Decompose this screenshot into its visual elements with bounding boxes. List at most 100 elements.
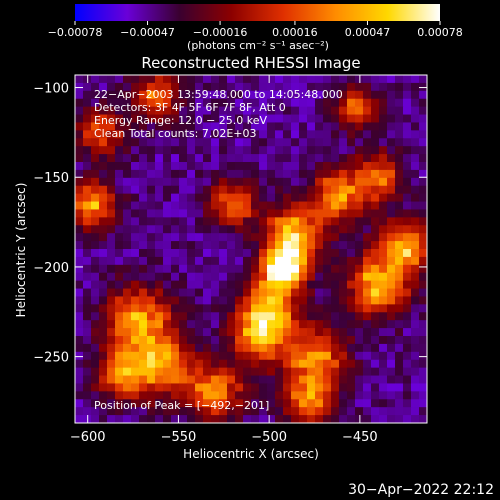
heatmap-cell bbox=[147, 225, 156, 234]
heatmap-cell bbox=[155, 209, 164, 218]
heatmap-cell bbox=[339, 256, 348, 266]
heatmap-cell bbox=[307, 98, 316, 108]
heatmap-cell bbox=[155, 201, 164, 211]
heatmap-cell bbox=[243, 162, 252, 171]
heatmap-cell bbox=[283, 106, 292, 116]
heatmap-cell bbox=[307, 336, 316, 345]
heatmap-cell bbox=[275, 98, 284, 108]
heatmap-cell bbox=[347, 367, 356, 377]
heatmap-cell bbox=[75, 280, 84, 290]
heatmap-cell bbox=[195, 82, 204, 92]
heatmap-cell bbox=[251, 146, 260, 155]
heatmap-cell bbox=[219, 82, 228, 92]
heatmap-cell bbox=[347, 177, 356, 187]
heatmap-cell bbox=[275, 359, 284, 369]
heatmap-cell bbox=[267, 114, 276, 124]
heatmap-cell bbox=[211, 249, 220, 258]
heatmap-cell bbox=[395, 249, 404, 258]
heatmap-cell bbox=[179, 122, 188, 131]
heatmap-cell bbox=[403, 304, 412, 313]
heatmap-cell bbox=[91, 225, 100, 234]
heatmap-cell bbox=[187, 177, 196, 187]
heatmap-cell bbox=[419, 209, 427, 218]
heatmap-cell bbox=[323, 312, 332, 321]
heatmap-cell bbox=[243, 375, 252, 385]
heatmap-cell bbox=[307, 75, 316, 84]
heatmap-cell bbox=[115, 209, 124, 218]
heatmap-cell bbox=[123, 280, 132, 290]
heatmap-cell bbox=[219, 383, 228, 392]
heatmap-cell bbox=[347, 98, 356, 108]
heatmap-cell bbox=[347, 343, 356, 353]
heatmap-cell bbox=[163, 343, 172, 353]
heatmap-cell bbox=[267, 249, 276, 258]
heatmap-cell bbox=[291, 367, 300, 377]
heatmap-cell bbox=[155, 391, 164, 400]
heatmap-cell bbox=[323, 375, 332, 385]
heatmap-cell bbox=[163, 312, 172, 321]
heatmap-cell bbox=[179, 264, 188, 274]
heatmap-cell bbox=[299, 114, 308, 124]
heatmap-cell bbox=[187, 233, 196, 242]
heatmap-cell bbox=[307, 312, 316, 321]
heatmap-cell bbox=[419, 138, 427, 147]
heatmap-cell bbox=[115, 280, 124, 290]
heatmap-cell bbox=[251, 185, 260, 195]
heatmap-cell bbox=[315, 272, 324, 282]
heatmap-cell bbox=[395, 343, 404, 353]
heatmap-cell bbox=[107, 312, 116, 321]
heatmap-cell bbox=[115, 399, 124, 408]
heatmap-cell bbox=[99, 185, 108, 195]
heatmap-cell bbox=[107, 328, 116, 337]
heatmap-cell bbox=[171, 280, 180, 290]
heatmap-cell bbox=[251, 138, 260, 147]
heatmap-cell bbox=[339, 217, 348, 226]
heatmap-cell bbox=[291, 201, 300, 211]
heatmap-cell bbox=[243, 122, 252, 131]
heatmap-cell bbox=[403, 193, 412, 203]
heatmap-cell bbox=[99, 336, 108, 345]
heatmap-cell bbox=[283, 98, 292, 108]
heatmap-cell bbox=[331, 114, 340, 124]
heatmap-cell bbox=[171, 154, 180, 163]
heatmap-cell bbox=[411, 367, 420, 377]
heatmap-cell bbox=[195, 296, 204, 305]
heatmap-cell bbox=[379, 233, 388, 242]
heatmap-cell bbox=[339, 82, 348, 92]
heatmap-cell bbox=[267, 90, 276, 100]
heatmap-cell bbox=[379, 90, 388, 100]
heatmap-cell bbox=[395, 272, 404, 282]
heatmap-cell bbox=[403, 399, 412, 408]
heatmap-cell bbox=[267, 146, 276, 155]
heatmap-cell bbox=[259, 241, 268, 250]
heatmap-cell bbox=[387, 312, 396, 321]
heatmap-cell bbox=[187, 264, 196, 274]
heatmap-cell bbox=[387, 130, 396, 139]
heatmap-cell bbox=[211, 272, 220, 282]
heatmap-cell bbox=[267, 367, 276, 377]
heatmap-cell bbox=[123, 383, 132, 392]
heatmap-cell bbox=[139, 288, 148, 298]
heatmap-cell bbox=[283, 280, 292, 290]
heatmap-cell bbox=[243, 114, 252, 124]
heatmap-cell bbox=[123, 146, 132, 155]
heatmap-cell bbox=[123, 320, 132, 329]
heatmap-cell bbox=[75, 106, 84, 116]
heatmap-cell bbox=[171, 288, 180, 298]
heatmap-cell bbox=[371, 169, 380, 179]
heatmap-cell bbox=[99, 217, 108, 226]
heatmap-cell bbox=[147, 75, 156, 84]
heatmap-cell bbox=[107, 407, 116, 416]
heatmap-cell bbox=[203, 209, 212, 218]
heatmap-cell bbox=[235, 288, 244, 298]
heatmap-cell bbox=[203, 256, 212, 266]
heatmap-cell bbox=[363, 138, 372, 147]
heatmap-cell bbox=[99, 264, 108, 274]
heatmap-cell bbox=[315, 336, 324, 345]
heatmap-cell bbox=[395, 391, 404, 400]
heatmap-cell bbox=[107, 241, 116, 250]
heatmap-cell bbox=[331, 256, 340, 266]
heatmap-cell bbox=[291, 415, 300, 423]
heatmap-cell bbox=[195, 225, 204, 234]
heatmap-cell bbox=[299, 264, 308, 274]
